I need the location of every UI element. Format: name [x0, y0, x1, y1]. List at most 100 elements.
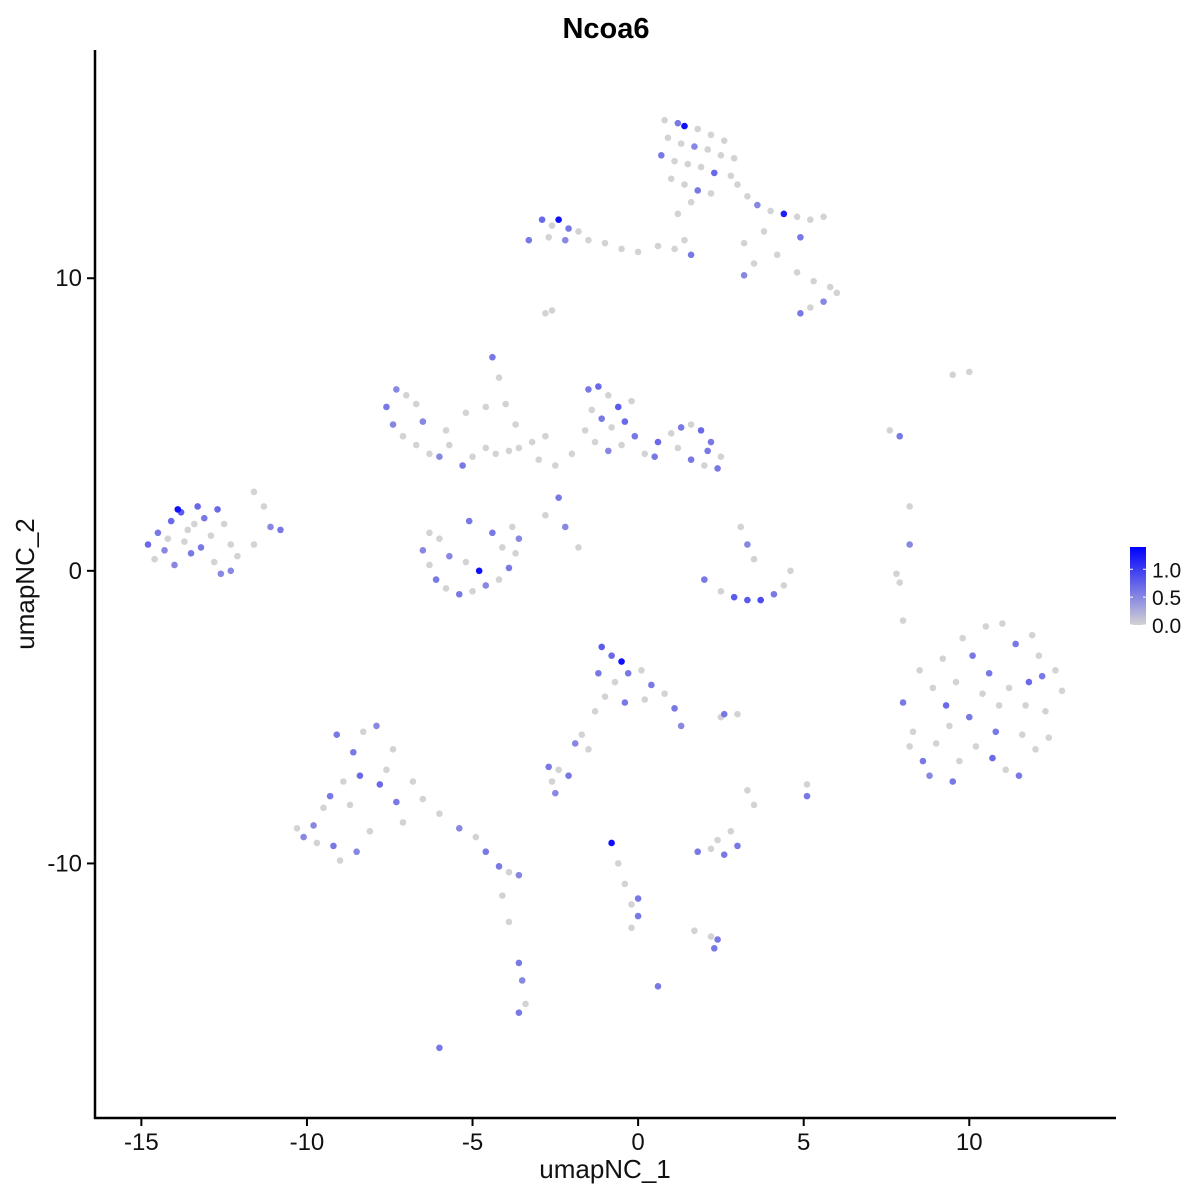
cell-point	[803, 792, 811, 800]
cell-point	[545, 763, 553, 771]
cell-point	[687, 456, 695, 463]
cell-point	[674, 119, 682, 127]
cell-point	[399, 432, 407, 440]
x-tick-label: -5	[462, 1129, 483, 1156]
cell-point	[426, 450, 433, 458]
cell-point	[621, 699, 629, 706]
cell-point	[667, 175, 675, 183]
cell-point	[499, 544, 506, 551]
cell-point	[611, 678, 619, 686]
cell-point	[939, 655, 947, 662]
cell-point	[393, 386, 400, 393]
cell-point	[744, 596, 751, 604]
cell-point	[992, 728, 1000, 736]
cell-point	[697, 427, 705, 434]
cell-point	[1035, 652, 1043, 659]
y-tick-label: -10	[47, 850, 82, 877]
cell-point	[906, 743, 913, 750]
cell-point	[621, 880, 629, 888]
cell-point	[674, 210, 682, 218]
cell-point	[780, 210, 788, 218]
cell-point	[671, 245, 678, 253]
cell-point	[691, 143, 698, 150]
cell-point	[1015, 772, 1023, 779]
cell-point	[515, 535, 523, 542]
cell-point	[803, 781, 811, 788]
cell-point	[995, 702, 1003, 709]
cell-point	[598, 415, 605, 422]
cell-point	[664, 134, 672, 142]
cell-point	[1005, 684, 1013, 692]
cell-point	[568, 450, 576, 458]
cell-point	[833, 289, 841, 297]
x-axis-title: umapNC_1	[539, 1154, 671, 1184]
cell-point	[697, 163, 705, 171]
cell-point	[641, 696, 649, 703]
cell-point	[455, 590, 463, 598]
cell-point	[641, 450, 649, 458]
cell-point	[1045, 734, 1053, 741]
cell-point	[512, 421, 519, 428]
cell-point	[694, 125, 702, 133]
cell-point	[393, 798, 400, 806]
cell-point	[591, 707, 599, 715]
cell-point	[605, 391, 612, 399]
cell-point	[896, 579, 904, 586]
cell-point	[1002, 766, 1010, 774]
cell-point	[432, 576, 440, 583]
cell-point	[1058, 687, 1066, 695]
cell-point	[707, 845, 715, 853]
cell-point	[489, 353, 496, 361]
cell-point	[320, 804, 327, 812]
cell-point	[376, 781, 384, 788]
cell-point	[151, 555, 158, 563]
cell-point	[313, 839, 321, 847]
cell-point	[667, 430, 675, 437]
cell-point	[899, 617, 907, 624]
cell-point	[614, 860, 622, 867]
cell-point	[621, 418, 629, 425]
cell-point	[542, 310, 549, 317]
cell-point	[744, 786, 751, 794]
cell-point	[512, 549, 519, 557]
cell-point	[495, 863, 503, 870]
cell-point	[985, 669, 993, 677]
cell-point	[436, 453, 443, 461]
cell-point	[946, 722, 953, 730]
cell-point	[356, 772, 364, 779]
cell-point	[515, 1009, 523, 1016]
cell-point	[359, 728, 367, 736]
cell-point	[552, 789, 559, 797]
cell-point	[899, 699, 907, 706]
cell-point	[436, 810, 443, 817]
cell-point	[492, 450, 500, 458]
cell-point	[389, 421, 397, 428]
cell-point	[681, 236, 688, 244]
cell-point	[893, 570, 900, 578]
cell-point	[465, 517, 473, 525]
cell-point	[707, 131, 715, 139]
cell-point	[926, 772, 933, 779]
cell-point	[525, 236, 533, 244]
cell-point	[965, 368, 973, 376]
cell-point	[588, 406, 596, 414]
cell-point	[482, 582, 490, 589]
cell-point	[932, 740, 940, 747]
y-tick-label: 10	[55, 265, 82, 292]
cell-point	[1022, 702, 1029, 709]
cell-point	[727, 827, 735, 835]
cell-point	[469, 453, 476, 461]
cell-point	[717, 453, 725, 461]
cell-point	[750, 260, 758, 267]
cell-point	[260, 503, 268, 510]
cell-point	[591, 438, 599, 446]
cell-point	[694, 187, 702, 194]
cell-point	[710, 944, 718, 952]
cell-point	[909, 728, 917, 736]
cell-point	[402, 391, 410, 399]
cell-point	[181, 538, 188, 545]
cell-point	[634, 912, 642, 920]
cell-point	[293, 825, 301, 832]
cell-point	[412, 400, 420, 408]
y-tick-label: 0	[69, 558, 82, 585]
